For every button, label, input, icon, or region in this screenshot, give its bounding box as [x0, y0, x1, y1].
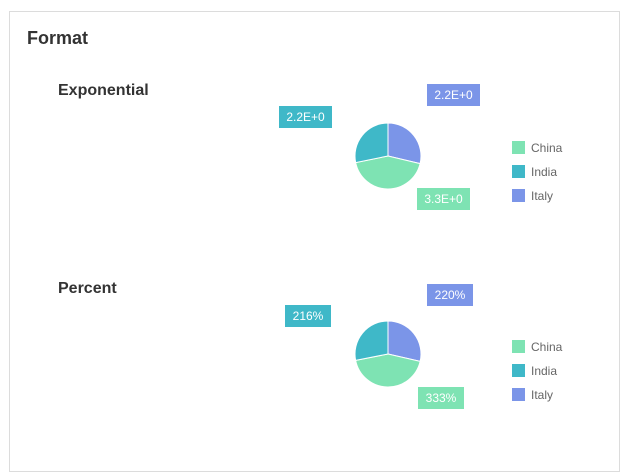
legend-label: Italy — [531, 189, 553, 203]
pie-slice-india[interactable] — [354, 320, 389, 361]
legend-item-italy[interactable]: Italy — [512, 388, 553, 402]
chart-title: Exponential — [58, 82, 149, 99]
svg-text:2.2E+0: 2.2E+0 — [434, 88, 473, 102]
pie-slice-china[interactable] — [355, 155, 421, 190]
svg-text:3.3E+0: 3.3E+0 — [424, 192, 463, 206]
legend-label: China — [531, 340, 563, 354]
percent-pie-chart: 333% 216% 220% China India Italy — [285, 284, 563, 409]
legend-item-china[interactable]: China — [512, 340, 563, 354]
pie-slice-china[interactable] — [355, 353, 421, 388]
svg-text:220%: 220% — [435, 288, 466, 302]
svg-text:333%: 333% — [426, 391, 457, 405]
legend-swatch — [512, 189, 525, 202]
pie-slice-italy[interactable] — [387, 320, 422, 363]
format-panel: Format Exponential 3.3E+0 2.2E+0 2.2E+0 Chi… — [9, 11, 620, 472]
legend-item-italy[interactable]: Italy — [512, 189, 553, 203]
legend-label: Italy — [531, 388, 553, 402]
svg-text:216%: 216% — [293, 309, 324, 323]
data-label-india: 2.2E+0 — [279, 106, 332, 128]
legend-swatch — [512, 340, 525, 353]
data-label-italy: 2.2E+0 — [427, 84, 480, 106]
data-label-india: 216% — [285, 305, 331, 327]
legend-item-china[interactable]: China — [512, 141, 563, 155]
data-label-china: 3.3E+0 — [417, 188, 470, 210]
data-label-italy: 220% — [427, 284, 473, 306]
exponential-section: Exponential 3.3E+0 2.2E+0 2.2E+0 China India… — [10, 72, 621, 272]
legend-swatch — [512, 165, 525, 178]
pie-slice-italy[interactable] — [387, 122, 422, 165]
chart-title: Percent — [58, 280, 117, 297]
legend-swatch — [512, 388, 525, 401]
legend-label: India — [531, 165, 557, 179]
legend-swatch — [512, 141, 525, 154]
data-label-china: 333% — [418, 387, 464, 409]
legend-label: China — [531, 141, 563, 155]
legend-item-india[interactable]: India — [512, 165, 557, 179]
panel-title: Format — [27, 28, 89, 48]
legend-label: India — [531, 364, 557, 378]
svg-text:2.2E+0: 2.2E+0 — [286, 110, 325, 124]
pie-slice-india[interactable] — [354, 122, 389, 164]
legend-swatch — [512, 364, 525, 377]
percent-section: Percent 333% 216% 220% China India Italy — [10, 272, 621, 472]
exponential-pie-chart: 3.3E+0 2.2E+0 2.2E+0 China India Italy — [279, 84, 563, 210]
legend-item-india[interactable]: India — [512, 364, 557, 378]
